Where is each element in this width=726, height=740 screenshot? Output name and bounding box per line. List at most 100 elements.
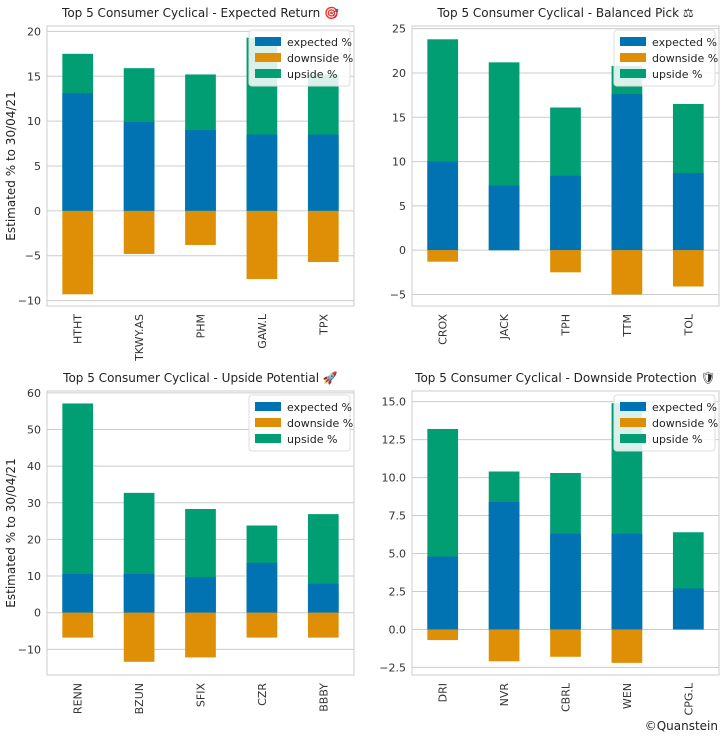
- bar-downside-bbby: [307, 612, 339, 638]
- legend-swatch-upside: [255, 69, 281, 78]
- legend-label-downside: downside %: [652, 52, 718, 65]
- x-tick-label: BZUN: [133, 683, 146, 714]
- y-tick-label: 10: [392, 156, 406, 169]
- x-tick-label: RENN: [72, 683, 85, 714]
- x-tick-label: TKWY.AS: [133, 314, 146, 362]
- legend-swatch-expected: [620, 37, 646, 46]
- bar-downside-renn: [62, 612, 94, 638]
- bar-expected-ttm: [611, 94, 643, 251]
- y-tick-label: 20: [392, 67, 406, 80]
- legend-label-upside: upside %: [287, 68, 337, 81]
- bar-downside-czr: [246, 612, 278, 638]
- y-tick-label: 30: [27, 497, 41, 510]
- legend-swatch-downside: [255, 418, 281, 427]
- y-tick-label: 0: [34, 205, 41, 218]
- bar-downside-cbrl: [550, 629, 581, 657]
- legend-swatch-downside: [620, 418, 646, 427]
- credit-text: ©Quanstein: [644, 719, 718, 733]
- x-tick-label: TOL: [682, 313, 695, 336]
- plot-frame: [46, 390, 355, 676]
- x-tick-label: SFIX: [195, 683, 208, 708]
- bar-expected-htht: [62, 93, 94, 211]
- y-tick-label: 10: [27, 570, 41, 583]
- legend-swatch-expected: [620, 402, 646, 411]
- bar-expected-tol: [672, 173, 704, 251]
- y-tick-label: −5: [390, 288, 406, 301]
- x-tick-label: GAW.L: [256, 313, 269, 349]
- y-tick-label: 60: [27, 387, 41, 400]
- x-tick-label: BBBY: [317, 683, 330, 712]
- y-tick-label: −10: [18, 295, 41, 308]
- y-tick-label: 0: [34, 607, 41, 620]
- y-tick-label: 40: [27, 460, 41, 473]
- x-tick-label: DRI: [437, 683, 450, 702]
- legend: expected % downside % upside %: [248, 394, 353, 452]
- y-tick-label: 0.0: [389, 623, 407, 636]
- legend-swatch-downside: [255, 53, 281, 62]
- legend-swatch-expected: [255, 402, 281, 411]
- legend: expected % downside % upside %: [613, 394, 718, 452]
- y-tick-label: 25: [392, 23, 406, 36]
- bar-downside-htht: [62, 210, 94, 295]
- chart-title: Top 5 Consumer Cyclical - Balanced Pick …: [436, 6, 693, 20]
- x-tick-label: TPX: [317, 314, 330, 336]
- chart-title: Top 5 Consumer Cyclical - Upside Potenti…: [62, 371, 338, 385]
- x-tick-label: TPH: [560, 314, 573, 337]
- bar-downside-bzun: [123, 612, 155, 662]
- bar-downside-tkwy-as: [123, 210, 155, 254]
- y-tick-label: 10.0: [382, 472, 407, 485]
- chart-panel-1: −10 −5 0 5 10 15 20 HTHT TKWY.AS PHM GAW.L TPX Top 5…: [4, 6, 355, 362]
- y-tick-label: 5: [399, 200, 406, 213]
- bar-expected-nvr: [488, 501, 520, 630]
- bar-expected-cpg-l: [672, 588, 704, 630]
- legend-label-downside: downside %: [287, 417, 353, 430]
- chart-title: Top 5 Consumer Cyclical - Expected Retur…: [61, 6, 339, 20]
- x-tick-label: CZR: [256, 683, 269, 706]
- bar-downside-nvr: [488, 629, 520, 662]
- y-tick-label: 0: [399, 244, 406, 257]
- bar-downside-tpx: [307, 210, 339, 263]
- bar-expected-sfix: [185, 577, 216, 613]
- y-tick-label: 15: [27, 70, 41, 83]
- bar-expected-bzun: [123, 573, 155, 613]
- x-tick-label: TTM: [621, 314, 634, 338]
- bar-expected-czr: [246, 562, 278, 613]
- legend: expected % downside % upside %: [248, 29, 353, 87]
- plot-frame: [46, 25, 355, 307]
- x-tick-label: CBRL: [560, 682, 573, 712]
- chart-title: Top 5 Consumer Cyclical - Downside Prote…: [414, 371, 716, 385]
- bar-expected-bbby: [307, 583, 339, 613]
- bar-downside-phm: [185, 210, 216, 245]
- plot-frame: [411, 25, 720, 307]
- x-tick-label: NVR: [498, 683, 511, 707]
- legend-label-expected: expected %: [652, 36, 717, 49]
- x-tick-label: JACK: [498, 313, 511, 340]
- y-tick-label: −2.5: [379, 661, 406, 674]
- legend-swatch-upside: [255, 434, 281, 443]
- y-tick-label: 5: [34, 160, 41, 173]
- y-tick-label: 15.0: [382, 396, 407, 409]
- y-tick-label: 5.0: [389, 548, 407, 561]
- x-tick-label: CROX: [437, 314, 450, 345]
- bar-expected-cbrl: [550, 533, 581, 630]
- legend-swatch-expected: [255, 37, 281, 46]
- y-tick-label: −5: [25, 250, 41, 263]
- legend-swatch-upside: [620, 434, 646, 443]
- legend-label-expected: expected %: [287, 36, 352, 49]
- y-tick-label: 12.5: [382, 434, 407, 447]
- chart-panel-2: −5 0 5 10 15 20 25 CROX JACK TPH TTM TOL Top 5 Consu…: [390, 6, 720, 345]
- bar-downside-ttm: [611, 250, 643, 295]
- legend-label-upside: upside %: [652, 433, 702, 446]
- bar-downside-sfix: [185, 612, 216, 658]
- y-tick-label: 20: [27, 533, 41, 546]
- legend: expected % downside % upside %: [613, 29, 718, 87]
- x-tick-label: PHM: [195, 314, 208, 338]
- bar-expected-wen: [611, 533, 643, 630]
- y-tick-label: 7.5: [389, 510, 407, 523]
- legend-label-downside: downside %: [652, 417, 718, 430]
- bar-expected-phm: [185, 130, 216, 211]
- legend-label-upside: upside %: [652, 68, 702, 81]
- bar-downside-tph: [550, 250, 581, 273]
